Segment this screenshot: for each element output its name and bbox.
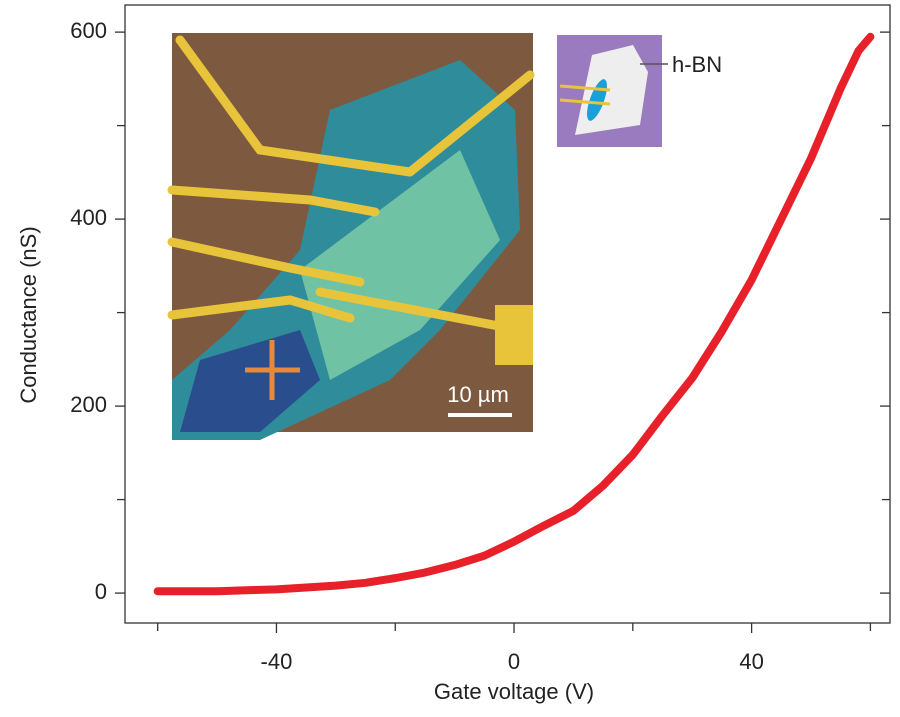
y-axis-label: Conductance (nS): [16, 226, 41, 403]
x-tick-label: 0: [508, 649, 520, 674]
y-tick-label: 0: [95, 579, 107, 604]
y-tick-label: 200: [70, 392, 107, 417]
plot-frame: [124, 4, 891, 624]
x-tick-label: -40: [261, 649, 293, 674]
device-photo: 10 µm: [167, 33, 535, 440]
scale-bar-label: 10 µm: [447, 382, 509, 407]
y-tick-label: 400: [70, 205, 107, 230]
x-tick-label: 40: [739, 649, 763, 674]
hbn-schematic: [557, 35, 668, 147]
hbn-label: h-BN: [672, 52, 722, 77]
data-line: [153, 32, 875, 596]
y-tick-label: 600: [70, 18, 107, 43]
x-axis-label: Gate voltage (V): [434, 679, 594, 704]
